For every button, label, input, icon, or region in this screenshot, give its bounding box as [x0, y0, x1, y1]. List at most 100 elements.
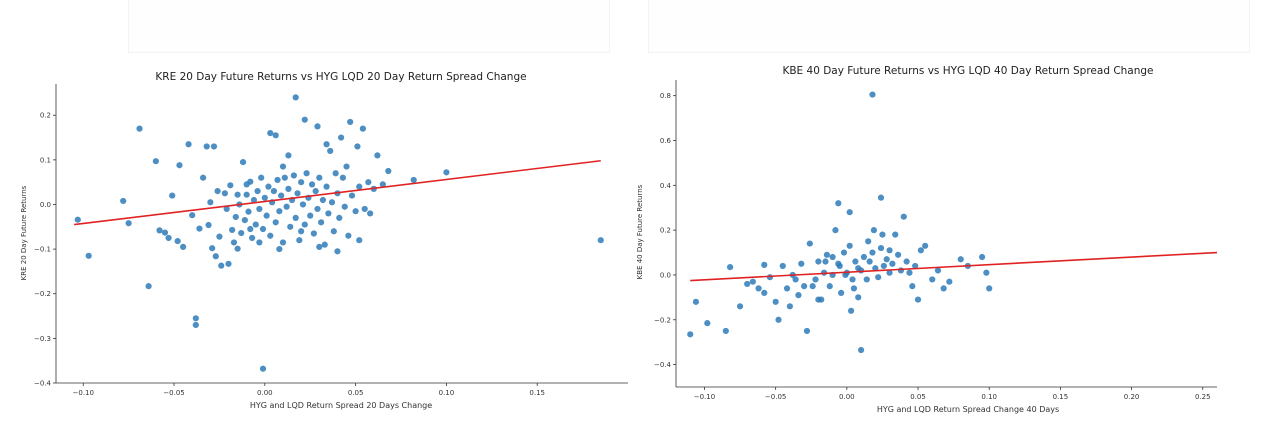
data-point	[744, 280, 751, 288]
data-point	[912, 262, 919, 270]
y-tick-label: 0.4	[660, 182, 672, 190]
data-point	[278, 192, 285, 199]
data-point	[218, 262, 225, 269]
data-point	[314, 205, 321, 213]
x-tick-label: −0.05	[163, 389, 184, 397]
x-tick-label: 0.15	[1053, 393, 1069, 401]
data-point	[176, 162, 183, 169]
x-tick-label: 0.05	[910, 393, 926, 401]
data-point	[214, 188, 221, 195]
data-point	[325, 210, 332, 217]
data-point	[229, 226, 236, 234]
data-point	[203, 143, 210, 150]
data-point	[292, 94, 299, 101]
data-point	[283, 203, 290, 210]
data-point	[327, 147, 334, 155]
data-point	[276, 246, 283, 253]
data-point	[301, 116, 308, 123]
data-point	[247, 225, 254, 233]
data-point	[276, 208, 283, 215]
chart-title: KRE 20 Day Future Returns vs HYG LQD 20 …	[155, 71, 526, 83]
data-point	[356, 237, 363, 244]
data-point	[238, 229, 245, 237]
data-point	[869, 249, 876, 256]
data-point	[343, 163, 350, 170]
data-point	[279, 239, 287, 246]
data-point	[345, 232, 352, 239]
data-point	[840, 249, 848, 256]
data-point	[892, 231, 899, 238]
data-point	[860, 253, 868, 261]
data-point	[234, 245, 241, 252]
data-point	[783, 285, 791, 292]
data-point	[917, 247, 924, 254]
data-point	[152, 158, 159, 165]
data-point	[323, 183, 330, 190]
data-point	[120, 197, 127, 205]
data-point	[815, 296, 822, 303]
x-tick-label: 0.00	[839, 393, 855, 401]
data-point	[806, 240, 813, 247]
y-tick-label: 0.6	[660, 137, 672, 145]
data-point	[261, 194, 268, 201]
data-point	[836, 262, 843, 270]
data-point	[241, 217, 248, 224]
x-tick-label: 0.05	[348, 389, 364, 397]
regression-line	[74, 159, 601, 226]
data-point	[359, 125, 366, 132]
data-point	[227, 182, 234, 189]
data-point	[281, 174, 288, 181]
scatter-chart-kbe: KBE 40 Day Future Returns vs HYG LQD 40 …	[636, 65, 1218, 414]
background-faded-panel-left	[128, 0, 610, 53]
data-point	[869, 91, 876, 98]
data-point	[223, 205, 230, 213]
data-point	[727, 264, 734, 271]
scatter-chart-kre: KRE 20 Day Future Returns vs HYG LQD 20 …	[20, 71, 628, 410]
data-point	[337, 134, 345, 141]
x-axis-label: HYG and LQD Return Spread Change 40 Days	[877, 405, 1059, 414]
data-point	[838, 289, 845, 296]
data-point	[986, 285, 993, 292]
data-point	[736, 303, 744, 310]
data-point	[957, 256, 964, 263]
data-point	[883, 256, 890, 263]
data-point	[877, 194, 885, 201]
x-tick-label: 0.10	[981, 393, 997, 401]
data-point	[934, 267, 942, 274]
chart-kre-20-day: KRE 20 Day Future Returns vs HYG LQD 20 …	[0, 0, 633, 424]
data-point	[272, 132, 279, 139]
data-point	[196, 225, 203, 232]
data-point	[755, 285, 762, 292]
data-point	[846, 242, 853, 249]
data-point	[877, 244, 885, 252]
data-point	[234, 191, 241, 198]
data-point	[239, 158, 247, 166]
data-point	[318, 219, 325, 226]
data-point	[849, 276, 856, 283]
data-point	[232, 213, 239, 221]
y-tick-label: −0.3	[34, 335, 51, 343]
data-point	[339, 174, 347, 181]
data-point	[410, 176, 417, 184]
data-point	[352, 208, 359, 215]
data-point	[365, 179, 372, 186]
data-point	[307, 212, 314, 219]
data-point	[880, 262, 887, 270]
data-point	[914, 296, 922, 303]
data-point	[846, 209, 853, 216]
data-point	[221, 190, 228, 197]
data-point	[250, 196, 258, 204]
data-point	[865, 238, 872, 245]
data-point	[704, 320, 711, 327]
data-point	[225, 260, 232, 267]
data-point	[169, 192, 176, 199]
data-point	[312, 188, 319, 195]
data-point	[189, 212, 196, 219]
data-point	[983, 269, 990, 276]
data-point	[786, 303, 793, 310]
data-point	[287, 223, 294, 230]
data-point	[334, 248, 341, 255]
data-point	[879, 231, 886, 238]
y-tick-label: −0.4	[654, 361, 672, 369]
data-point	[263, 212, 270, 219]
